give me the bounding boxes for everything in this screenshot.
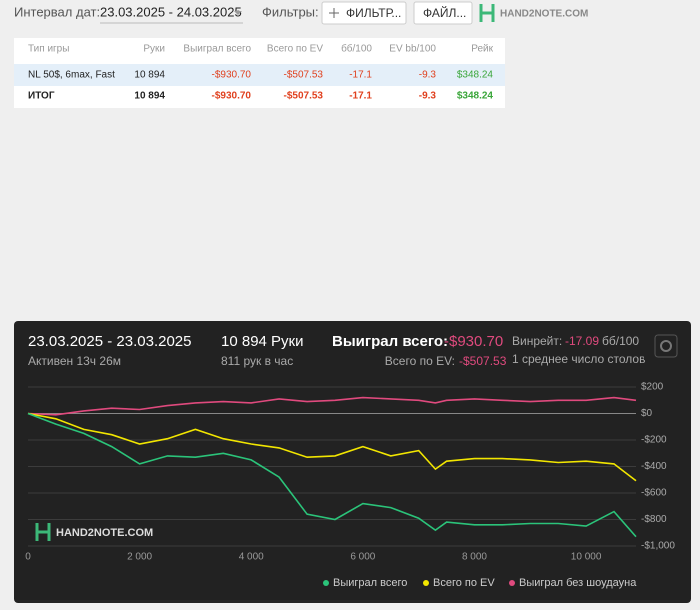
- column-header: Всего по EV: [267, 44, 323, 55]
- tables-avg: 1 среднее число столов: [512, 352, 645, 366]
- filters-label: Фильтры:: [262, 4, 319, 19]
- won-value: -$930.70: [444, 333, 503, 350]
- settings-icon: [660, 340, 672, 352]
- x-tick-label: 10 000: [571, 552, 602, 563]
- summary-hands-per-hour: 811 рук в час: [221, 354, 293, 368]
- series-line: [27, 412, 637, 482]
- settings-button[interactable]: [654, 334, 678, 358]
- legend-dot: [423, 580, 429, 586]
- x-tick-label: 8 000: [462, 552, 487, 563]
- column-header: EV bb/100: [389, 44, 436, 55]
- ev-label: Всего по EV:: [385, 354, 455, 368]
- winrate-label: Винрейт:: [512, 334, 562, 348]
- column-header: Руки: [143, 44, 165, 55]
- legend-label: Выиграл без шоудауна: [519, 577, 637, 589]
- x-tick-label: 2 000: [127, 552, 152, 563]
- table-cell: -$507.53: [284, 91, 324, 102]
- y-tick-label: -$800: [641, 514, 667, 525]
- table-cell: -$930.70: [212, 70, 252, 81]
- y-tick-label: $0: [641, 408, 653, 419]
- date-range[interactable]: 23.03.2025 - 24.03.2025: [100, 4, 242, 19]
- y-tick-label: -$600: [641, 488, 667, 499]
- logo-icon: [479, 4, 495, 22]
- legend-label: Всего по EV: [433, 577, 495, 589]
- legend-dot: [509, 580, 515, 586]
- column-header: Рейк: [471, 44, 493, 55]
- y-tick-label: -$1,000: [641, 541, 675, 552]
- legend-label: Выиграл всего: [333, 577, 407, 589]
- y-tick-label: -$400: [641, 461, 667, 472]
- chart-logo-icon: [35, 523, 51, 541]
- chart-panel: [14, 321, 691, 603]
- winrate-value: -17.09: [565, 334, 599, 348]
- filter-button[interactable]: [321, 1, 407, 25]
- legend-dot: [323, 580, 329, 586]
- table-cell: -9.3: [419, 70, 437, 81]
- filter-button-text: ФИЛЬТР...: [346, 6, 401, 20]
- summary-hands: 10 894 Руки: [221, 333, 304, 350]
- column-header: Выиграл всего: [183, 44, 251, 55]
- dropdown-arrow[interactable]: [234, 11, 242, 15]
- table-cell: -$930.70: [212, 91, 252, 102]
- table: Тип игры Руки Выиграл всего Всего по EV бб/1…: [28, 43, 494, 102]
- column-header: Тип игры: [28, 44, 69, 55]
- date-label: Интервал дат:: [14, 4, 100, 19]
- table-cell: -17.1: [349, 91, 372, 102]
- y-tick-label: $200: [641, 382, 664, 393]
- chart-logo-text: HAND2NOTE.COM: [56, 527, 153, 539]
- table-cell: ИТОГ: [28, 91, 55, 102]
- series-line: [27, 396, 637, 416]
- won-label: Выиграл всего:: [332, 333, 448, 350]
- file-button-text: ФАЙЛ...: [423, 5, 466, 20]
- table-cell: 10 894: [134, 91, 165, 102]
- winrate-unit: бб/100: [602, 334, 639, 348]
- ev-value: -$507.53: [459, 354, 507, 368]
- table-cell: $348.24: [457, 70, 494, 81]
- selected-row-bg: [14, 64, 505, 86]
- table-cell: $348.24: [457, 91, 494, 102]
- column-header: бб/100: [341, 43, 372, 55]
- x-tick-label: 6 000: [350, 552, 375, 563]
- table-cell: -17.1: [349, 70, 372, 81]
- x-tick-label: 0: [25, 552, 31, 563]
- logo-text: HAND2NOTE.COM: [500, 9, 588, 20]
- summary-date: 23.03.2025 - 23.03.2025: [28, 333, 191, 350]
- file-button[interactable]: [413, 1, 473, 25]
- series-line: [27, 412, 637, 538]
- plot: $200 $0 -$200 -$400 -$600 -$800 -$1,000 0 2 000 4…: [25, 382, 675, 589]
- x-tick-label: 4 000: [239, 552, 264, 563]
- y-tick-label: -$200: [641, 435, 667, 446]
- table-cell: 10 894: [134, 70, 165, 81]
- plus-icon: [329, 8, 339, 18]
- summary-active: Активен 13ч 26м: [28, 354, 121, 368]
- table-cell: -9.3: [419, 91, 437, 102]
- table-cell: -$507.53: [284, 70, 324, 81]
- table-cell: NL 50$, 6max, Fast: [28, 70, 115, 81]
